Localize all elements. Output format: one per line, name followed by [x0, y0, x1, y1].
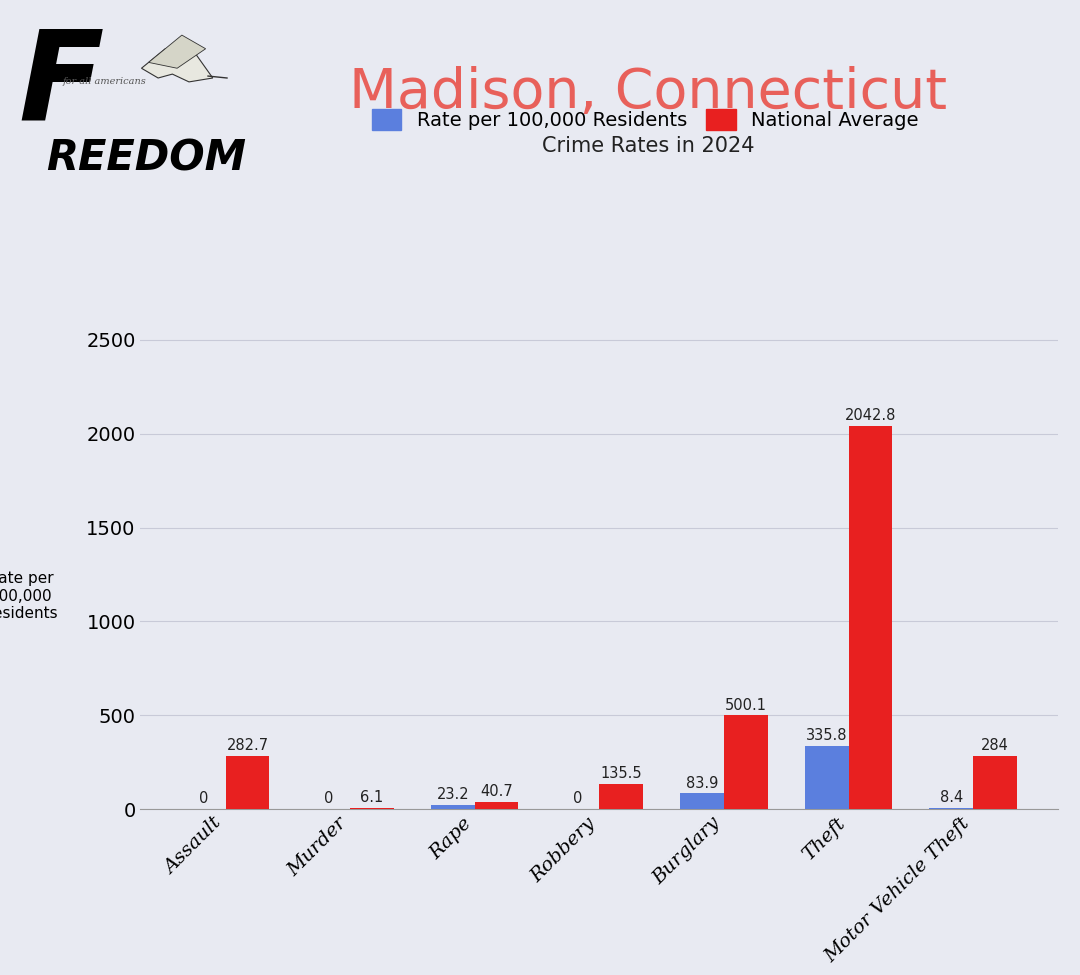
Text: 335.8: 335.8	[806, 728, 848, 743]
Legend: Rate per 100,000 Residents, National Average: Rate per 100,000 Residents, National Ave…	[362, 99, 929, 139]
Bar	[805, 746, 849, 809]
Text: 23.2: 23.2	[436, 787, 470, 802]
Bar	[680, 794, 724, 809]
Text: 83.9: 83.9	[686, 776, 718, 791]
Text: for all americans: for all americans	[63, 77, 147, 87]
Bar	[350, 808, 394, 809]
Bar	[599, 784, 643, 809]
Text: 40.7: 40.7	[481, 784, 513, 799]
Bar	[226, 757, 269, 809]
Polygon shape	[141, 49, 213, 82]
Bar	[431, 805, 475, 809]
Text: 6.1: 6.1	[361, 791, 383, 805]
Bar	[849, 426, 892, 809]
Text: REEDOM: REEDOM	[46, 137, 246, 179]
Text: Madison, Connecticut: Madison, Connecticut	[349, 65, 947, 120]
Text: 8.4: 8.4	[940, 790, 963, 804]
Text: Crime Rates in 2024: Crime Rates in 2024	[542, 136, 754, 156]
Bar	[724, 716, 768, 809]
Bar	[475, 801, 518, 809]
Text: 282.7: 282.7	[227, 738, 269, 754]
Text: 0: 0	[324, 792, 333, 806]
Text: 2042.8: 2042.8	[845, 408, 896, 423]
Text: 0: 0	[572, 792, 582, 806]
Bar	[930, 807, 973, 809]
Y-axis label: Rate per
100,000
Residents: Rate per 100,000 Residents	[0, 571, 58, 621]
Text: F: F	[18, 25, 104, 146]
Text: 284: 284	[981, 738, 1009, 753]
Text: 135.5: 135.5	[600, 766, 642, 781]
Polygon shape	[149, 35, 205, 68]
Text: 0: 0	[199, 792, 208, 806]
Bar	[973, 756, 1016, 809]
Text: 500.1: 500.1	[725, 697, 767, 713]
